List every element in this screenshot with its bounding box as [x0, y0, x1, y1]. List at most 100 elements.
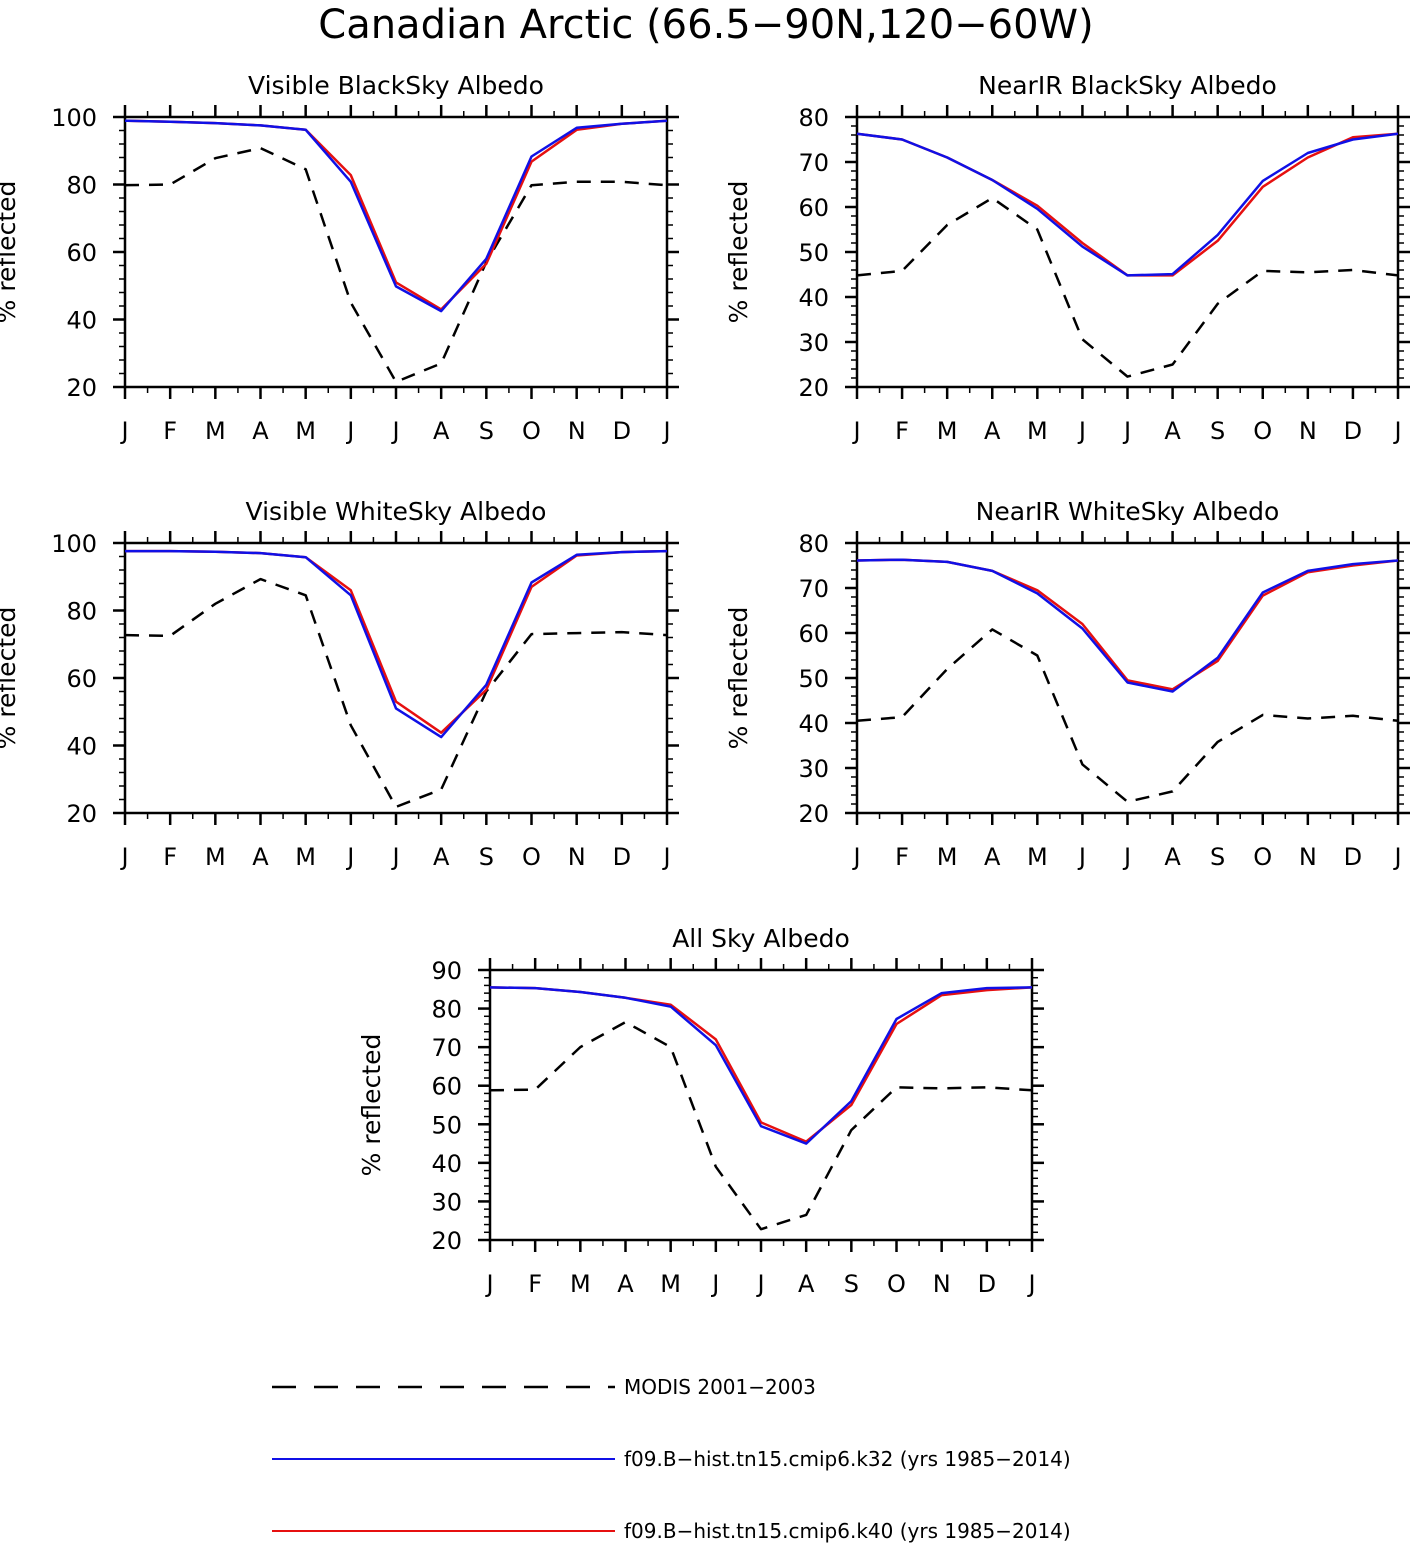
y-tick-label: 40	[431, 1150, 462, 1178]
x-tick-label: A	[984, 843, 1001, 871]
x-tick-label: J	[484, 1270, 493, 1298]
y-tick-label: 90	[431, 957, 462, 985]
x-tick-label: S	[479, 417, 494, 445]
series-line-k32	[124, 119, 668, 313]
x-tick-label: A	[433, 843, 450, 871]
y-tick-label: 20	[431, 1227, 462, 1255]
legend-label-modis: MODIS 2001−2003	[624, 1375, 816, 1399]
y-tick-label: 100	[51, 104, 97, 132]
x-tick-label: M	[1027, 843, 1048, 871]
series-line-modis	[124, 146, 668, 384]
y-tick-label: 20	[66, 800, 97, 828]
y-tick-label: 20	[66, 374, 97, 402]
x-tick-label: A	[984, 417, 1001, 445]
panel-title: All Sky Albedo	[672, 924, 850, 953]
series-line-k40	[124, 119, 668, 311]
x-tick-label: J	[1122, 843, 1131, 871]
y-tick-label: 60	[798, 620, 829, 648]
x-tick-label: J	[851, 417, 860, 445]
panel-title: NearIR WhiteSky Albedo	[976, 497, 1280, 526]
x-tick-label: M	[205, 417, 226, 445]
x-tick-label: J	[390, 417, 399, 445]
y-tick-label: 40	[66, 307, 97, 335]
x-tick-label: D	[613, 417, 631, 445]
y-tick-label: 80	[431, 996, 462, 1024]
legend-label-k40: f09.B−hist.tn15.cmip6.k40 (yrs 1985−2014…	[624, 1519, 1071, 1543]
plot-frame	[488, 968, 1034, 1242]
x-tick-label: N	[568, 843, 586, 871]
series-line-k32	[125, 549, 668, 739]
panel-title: Visible BlackSky Albedo	[248, 71, 544, 100]
x-tick-label: J	[1026, 1270, 1035, 1298]
y-tick-label: 100	[51, 530, 97, 558]
x-tick-label: D	[1344, 417, 1362, 445]
series-line-k40	[489, 986, 1033, 1143]
x-tick-label: S	[479, 843, 494, 871]
x-tick-label: M	[295, 843, 316, 871]
x-tick-label: M	[937, 417, 958, 445]
y-tick-label: 40	[798, 284, 829, 312]
x-tick-label: A	[617, 1270, 634, 1298]
y-tick-label: 20	[798, 374, 829, 402]
x-tick-label: A	[1164, 417, 1181, 445]
y-tick-label: 30	[798, 329, 829, 357]
y-tick-label: 80	[66, 172, 97, 200]
y-tick-label: 30	[798, 755, 829, 783]
x-tick-label: J	[851, 843, 860, 871]
y-tick-label: 70	[798, 149, 829, 177]
x-tick-label: A	[798, 1270, 815, 1298]
y-tick-label: 50	[798, 665, 829, 693]
y-tick-label: 60	[431, 1073, 462, 1101]
figure-title: Canadian Arctic (66.5−90N,120−60W)	[318, 2, 1093, 48]
y-axis-label: % reflected	[0, 181, 21, 324]
x-tick-label: M	[660, 1270, 681, 1298]
x-tick-label: O	[522, 417, 541, 445]
x-tick-label: F	[163, 417, 177, 445]
series-line-k32	[856, 132, 1399, 277]
x-tick-label: S	[844, 1270, 859, 1298]
y-tick-label: 50	[431, 1111, 462, 1139]
y-tick-label: 60	[798, 194, 829, 222]
x-tick-label: S	[1210, 843, 1225, 871]
x-tick-label: J	[1392, 843, 1401, 871]
x-tick-label: A	[252, 843, 269, 871]
x-tick-label: N	[1299, 417, 1317, 445]
y-tick-label: 40	[798, 710, 829, 738]
x-tick-label: F	[895, 843, 909, 871]
y-tick-label: 60	[66, 665, 97, 693]
x-tick-label: M	[1027, 417, 1048, 445]
x-tick-label: J	[1077, 417, 1086, 445]
x-tick-label: D	[613, 843, 631, 871]
x-tick-label: M	[295, 417, 316, 445]
y-axis-label: % reflected	[357, 1034, 386, 1177]
x-tick-label: N	[1299, 843, 1317, 871]
legend: MODIS 2001−2003 f09.B−hist.tn15.cmip6.k3…	[272, 1375, 1071, 1543]
x-tick-label: S	[1210, 417, 1225, 445]
x-tick-label: J	[755, 1270, 764, 1298]
series-line-modis	[856, 628, 1399, 804]
y-tick-label: 70	[431, 1034, 462, 1062]
y-axis-label: % reflected	[724, 607, 753, 750]
x-tick-label: J	[119, 843, 128, 871]
x-tick-label: J	[390, 843, 399, 871]
y-tick-label: 80	[798, 530, 829, 558]
y-axis-label: % reflected	[724, 181, 753, 324]
panel-title: NearIR BlackSky Albedo	[978, 71, 1277, 100]
x-tick-label: M	[570, 1270, 591, 1298]
series-line-k32	[489, 986, 1033, 1145]
x-tick-label: A	[252, 417, 269, 445]
x-tick-label: M	[937, 843, 958, 871]
series-line-modis	[856, 196, 1399, 378]
x-tick-label: F	[528, 1270, 542, 1298]
series-line-k32	[856, 558, 1399, 693]
x-tick-label: J	[661, 843, 670, 871]
y-tick-label: 80	[66, 598, 97, 626]
x-tick-label: F	[163, 843, 177, 871]
x-tick-label: O	[887, 1270, 906, 1298]
legend-label-k32: f09.B−hist.tn15.cmip6.k32 (yrs 1985−2014…	[624, 1447, 1071, 1471]
x-tick-label: M	[205, 843, 226, 871]
